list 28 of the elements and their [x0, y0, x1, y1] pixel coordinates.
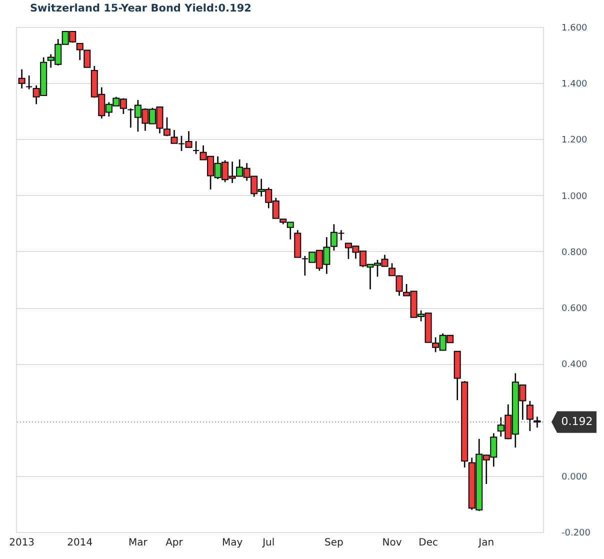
x-tick-label: Jan	[478, 538, 494, 548]
x-tick-label: 2013	[9, 538, 35, 548]
x-tick-label: May	[222, 538, 243, 548]
ref-line-label: 0.192	[561, 415, 593, 428]
x-tick-label: Sep	[324, 538, 344, 548]
x-tick-label: Mar	[128, 538, 148, 548]
y-tick-label: 0.000	[562, 472, 588, 482]
candlestick	[26, 74, 33, 90]
candlestick	[84, 50, 91, 68]
y-tick-label: 1.200	[562, 136, 588, 146]
y-tick-label: -0.200	[562, 528, 591, 538]
x-tick-label: 2014	[67, 538, 93, 548]
y-tick-label: 1.000	[562, 192, 588, 202]
y-tick-label: 0.600	[562, 304, 588, 314]
x-tick-label: Jul	[262, 538, 275, 548]
candlestick	[18, 68, 26, 90]
y-tick-label: 0.800	[562, 248, 588, 258]
y-tick-label: 0.400	[562, 360, 588, 370]
candlestick	[526, 400, 534, 432]
candlestick	[76, 42, 84, 61]
chart-title: Switzerland 15-Year Bond Yield:0.192	[30, 2, 252, 14]
x-tick-label: Apr	[166, 538, 184, 548]
candlestick	[534, 416, 541, 428]
x-tick-label: Nov	[382, 538, 402, 548]
candlestick	[192, 140, 200, 155]
x-tick-label: Dec	[418, 538, 438, 548]
y-tick-label: 1.400	[562, 80, 588, 90]
y-tick-label: 1.600	[562, 24, 588, 34]
